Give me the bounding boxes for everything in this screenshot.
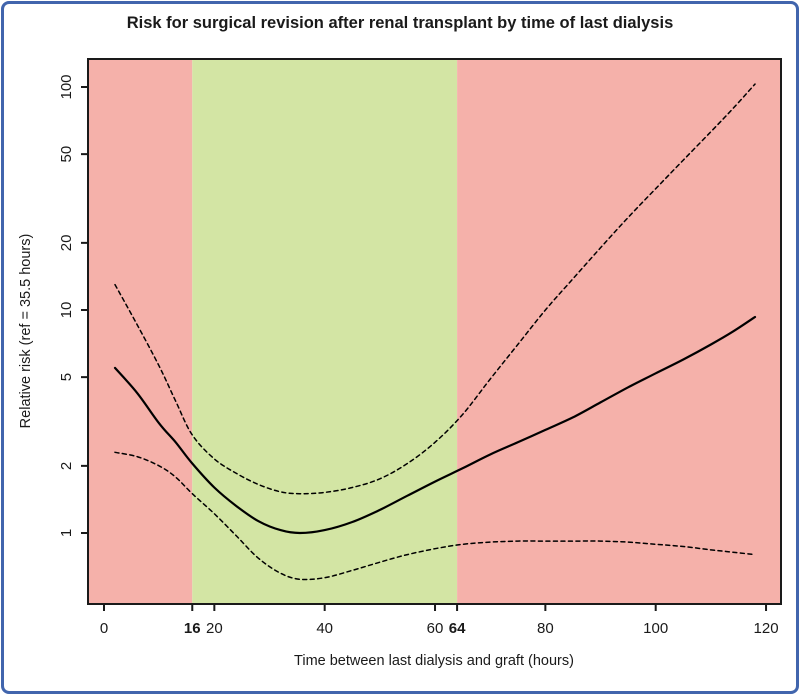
y-tick-label-100: 100: [58, 74, 75, 99]
y-axis: 1 2 5 10 20 50 100: [58, 74, 88, 537]
y-tick-label-20: 20: [58, 235, 75, 252]
region-high-risk-late: [457, 59, 781, 604]
chart-title: Risk for surgical revision after renal t…: [127, 14, 674, 32]
y-tick-label-2: 2: [58, 462, 75, 470]
y-tick-label-1: 1: [58, 529, 75, 537]
x-tick-label-20: 20: [206, 620, 223, 637]
x-tick-label-16: 16: [184, 620, 201, 637]
curves: [113, 83, 757, 581]
x-tick-label-64: 64: [449, 620, 466, 637]
region-low-risk-window: [192, 59, 458, 604]
y-tick-label-10: 10: [58, 302, 75, 319]
y-tick-label-5: 5: [58, 373, 75, 381]
x-tick-label-120: 120: [754, 620, 779, 637]
x-axis: 0 16 20 40 60 64 80 100 120: [100, 604, 779, 637]
y-axis-label: Relative risk (ref = 35.5 hours): [18, 234, 34, 429]
x-axis-label: Time between last dialysis and graft (ho…: [294, 653, 574, 669]
upper-confidence-band-curve: [114, 83, 756, 495]
x-tick-label-0: 0: [100, 620, 108, 637]
x-tick-label-60: 60: [427, 620, 444, 637]
y-tick-label-50: 50: [58, 146, 75, 163]
x-tick-label-100: 100: [643, 620, 668, 637]
risk-regions: [88, 59, 781, 604]
lower-confidence-band-curve: [114, 451, 756, 581]
relative-risk-curve: [113, 315, 757, 535]
x-tick-label-80: 80: [537, 620, 554, 637]
x-tick-label-40: 40: [316, 620, 333, 637]
